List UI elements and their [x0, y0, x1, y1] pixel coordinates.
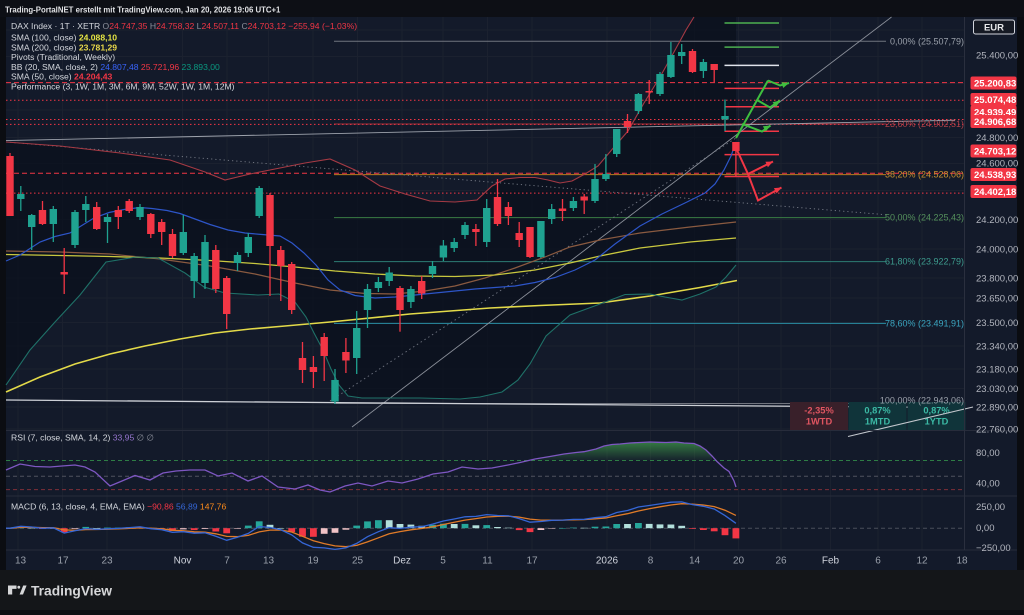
svg-text:24.906,68: 24.906,68 — [974, 117, 1016, 128]
svg-text:Pivots (Traditional, Weekly): Pivots (Traditional, Weekly) — [11, 52, 115, 62]
svg-text:38,20% (24.528,06): 38,20% (24.528,06) — [885, 170, 964, 180]
svg-text:2026: 2026 — [596, 556, 619, 567]
svg-text:24.538,93: 24.538,93 — [974, 170, 1016, 181]
svg-text:11: 11 — [482, 556, 493, 567]
svg-text:23.650,00: 23.650,00 — [976, 293, 1018, 304]
svg-text:24.939,49: 24.939,49 — [974, 107, 1016, 118]
svg-text:-2,35%: -2,35% — [804, 406, 834, 416]
svg-text:24.600,00: 24.600,00 — [976, 158, 1018, 169]
svg-text:−250,00: −250,00 — [976, 543, 1011, 554]
svg-text:SMA (50, close) 24.204,43: SMA (50, close) 24.204,43 — [11, 72, 112, 82]
svg-text:SMA (200, close) 23.781,29: SMA (200, close) 23.781,29 — [11, 42, 117, 52]
svg-text:17: 17 — [57, 556, 69, 567]
svg-text:24.800,00: 24.800,00 — [976, 133, 1018, 144]
svg-text:22.890,00: 22.890,00 — [976, 402, 1018, 413]
svg-text:13: 13 — [15, 556, 27, 567]
svg-text:SMA (100, close) 24.088,10: SMA (100, close) 24.088,10 — [11, 33, 117, 43]
svg-text:80,00: 80,00 — [976, 448, 1000, 459]
svg-text:23.500,00: 23.500,00 — [976, 318, 1018, 329]
svg-text:0,87%: 0,87% — [864, 406, 891, 416]
svg-text:23,60% (24.902,51): 23,60% (24.902,51) — [885, 119, 964, 129]
svg-text:5: 5 — [440, 556, 446, 567]
svg-text:RSI (7, close, SMA, 14, 2) 33,: RSI (7, close, SMA, 14, 2) 33,95 ∅ ∅ — [11, 433, 155, 443]
svg-text:78,60% (23.491,91): 78,60% (23.491,91) — [885, 318, 964, 328]
svg-text:24.200,00: 24.200,00 — [976, 215, 1018, 226]
svg-text:DAX Index · 1T · XETR O24.747: DAX Index · 1T · XETR O24.747,35 H24.758… — [11, 21, 357, 31]
svg-text:23.030,00: 23.030,00 — [976, 384, 1018, 395]
svg-text:20: 20 — [733, 556, 745, 567]
svg-text:26: 26 — [775, 556, 787, 567]
svg-text:23: 23 — [101, 556, 113, 567]
svg-text:TradingView: TradingView — [31, 584, 112, 599]
svg-text:MACD (6, 13, close, 4, EMA, EM: MACD (6, 13, close, 4, EMA, EMA) −90,86 … — [11, 502, 226, 512]
svg-text:40,00: 40,00 — [976, 478, 1000, 489]
svg-text:18: 18 — [956, 556, 968, 567]
svg-text:25.074,48: 25.074,48 — [974, 95, 1016, 106]
svg-text:Performance (3, 1W, 1M, 3M, 6M: Performance (3, 1W, 1M, 3M, 6M, 9M, 52W,… — [11, 82, 235, 92]
svg-text:EUR: EUR — [984, 23, 1004, 34]
svg-text:12: 12 — [916, 556, 928, 567]
svg-text:25.200,83: 25.200,83 — [974, 78, 1016, 89]
svg-text:17: 17 — [526, 556, 538, 567]
svg-text:0,00: 0,00 — [976, 523, 995, 534]
svg-text:Nov: Nov — [174, 556, 192, 567]
svg-text:8: 8 — [648, 556, 654, 567]
svg-text:1YTD: 1YTD — [925, 417, 949, 427]
svg-text:1MTD: 1MTD — [865, 417, 891, 427]
svg-text:61,80% (23.922,79): 61,80% (23.922,79) — [885, 257, 964, 267]
svg-text:19: 19 — [307, 556, 319, 567]
svg-text:23.180,00: 23.180,00 — [976, 364, 1018, 375]
svg-text:25.400,00: 25.400,00 — [976, 50, 1018, 61]
svg-text:22.760,00: 22.760,00 — [976, 424, 1018, 435]
svg-text:25: 25 — [352, 556, 364, 567]
svg-text:23.340,00: 23.340,00 — [976, 341, 1018, 352]
svg-text:Trading-PortalNET erstellt mit: Trading-PortalNET erstellt mit TradingVi… — [5, 6, 281, 15]
svg-text:Dez: Dez — [393, 556, 411, 567]
svg-text:24.703,12: 24.703,12 — [974, 146, 1016, 157]
svg-text:14: 14 — [689, 556, 701, 567]
svg-text:13: 13 — [263, 556, 275, 567]
svg-text:24.000,00: 24.000,00 — [976, 244, 1018, 255]
svg-text:0,00% (25.507,79): 0,00% (25.507,79) — [890, 36, 964, 46]
svg-text:6: 6 — [875, 556, 881, 567]
svg-text:Feb: Feb — [822, 556, 840, 567]
svg-text:1WTD: 1WTD — [806, 417, 833, 427]
svg-text:BB (20, SMA, close, 2) 24.807,: BB (20, SMA, close, 2) 24.807,48 25.721,… — [11, 62, 220, 72]
svg-text:0,87%: 0,87% — [923, 406, 950, 416]
svg-text:24.402,18: 24.402,18 — [974, 187, 1016, 198]
svg-text:250,00: 250,00 — [976, 502, 1005, 513]
svg-text:23.800,00: 23.800,00 — [976, 273, 1018, 284]
svg-text:100,00% (22.943,06): 100,00% (22.943,06) — [880, 396, 964, 406]
svg-text:7: 7 — [224, 556, 230, 567]
svg-text:50,00% (24.225,43): 50,00% (24.225,43) — [885, 213, 964, 223]
